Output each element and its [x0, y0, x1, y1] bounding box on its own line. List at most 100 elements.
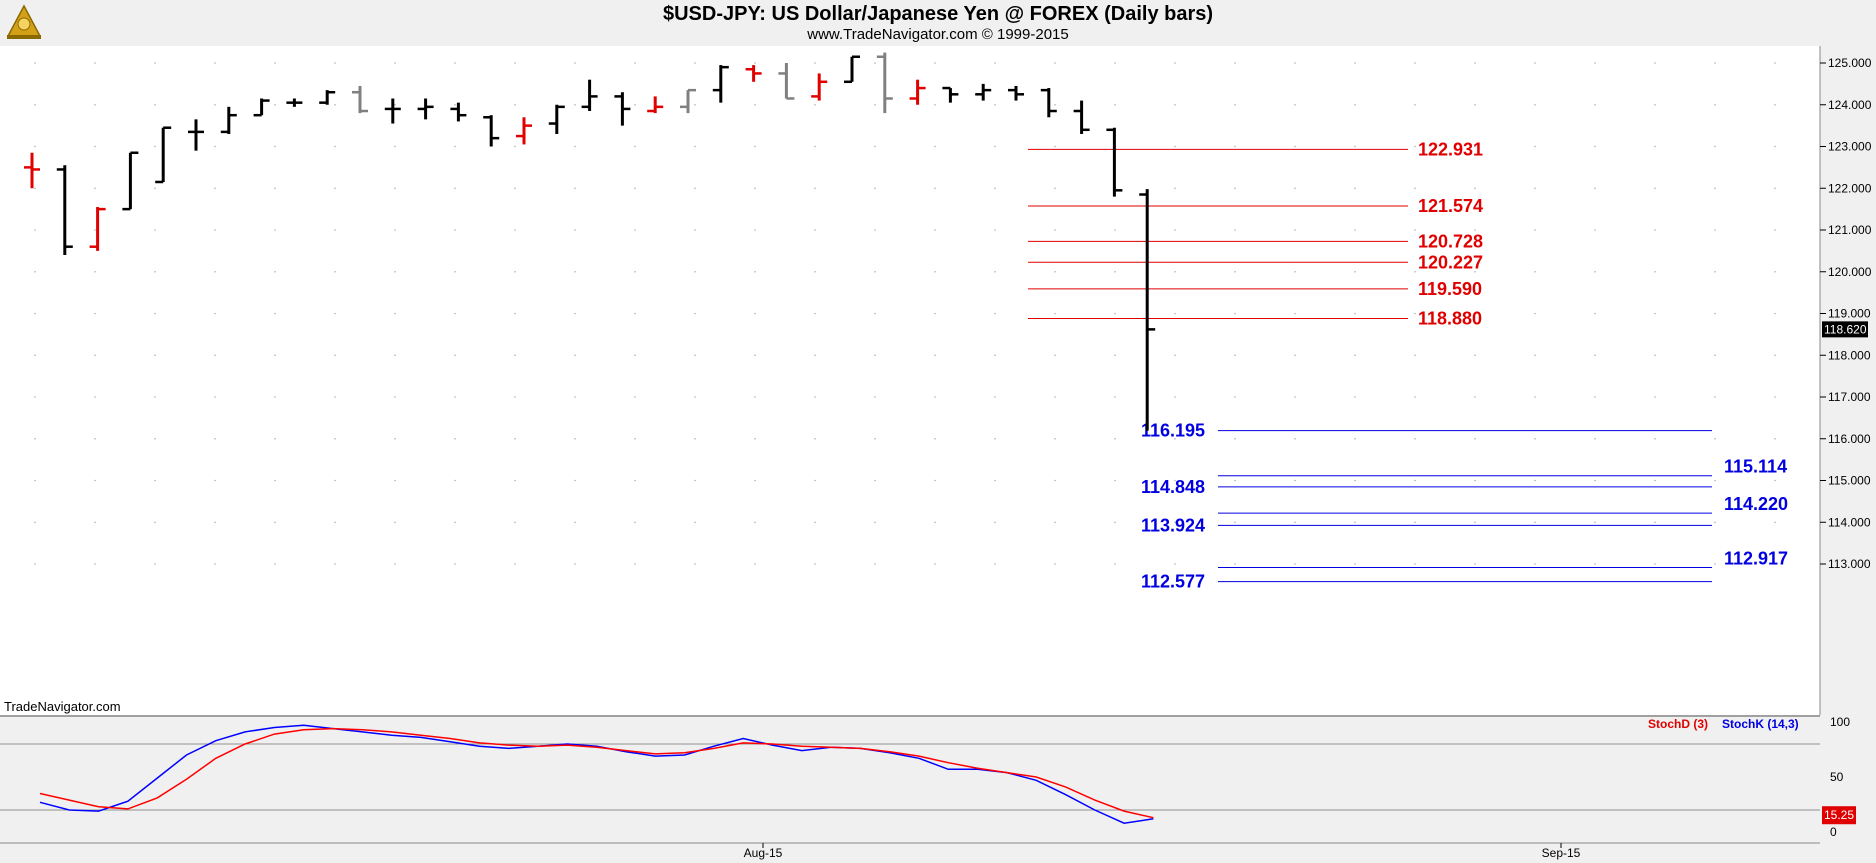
grid-dot	[934, 521, 936, 524]
grid-dot	[34, 62, 36, 64]
grid-dot	[814, 521, 816, 524]
price-tick-label: 125.000	[1828, 56, 1872, 70]
grid-dot	[574, 271, 576, 273]
grid-dot	[154, 271, 156, 273]
ohlc-bar	[253, 98, 270, 117]
stoch-tick-label: 0	[1830, 825, 1837, 839]
grid-dot	[1054, 354, 1056, 357]
grid-dot	[154, 312, 156, 315]
grid-dot	[994, 521, 996, 524]
grid-dot	[694, 563, 696, 565]
grid-dot	[1054, 479, 1056, 482]
grid-dot	[1054, 396, 1056, 398]
grid-dot	[274, 521, 276, 524]
grid-dot	[1534, 563, 1536, 565]
grid-dot	[334, 396, 336, 398]
ohlc-bar	[384, 98, 401, 124]
grid-dot	[274, 229, 276, 231]
grid-dot	[154, 145, 156, 148]
ohlc-bar	[56, 165, 73, 256]
grid-dot	[874, 354, 876, 357]
grid-dot	[574, 229, 576, 231]
ohlc-bar	[450, 102, 467, 122]
grid-dot	[214, 62, 216, 64]
grid-dot	[1114, 438, 1116, 440]
grid-dot	[1054, 62, 1056, 64]
grid-dot	[994, 563, 996, 565]
fib-label-red: 118.880	[1418, 309, 1482, 329]
grid-dot	[454, 312, 456, 315]
grid-dot	[1054, 271, 1056, 273]
grid-dot	[454, 438, 456, 440]
grid-dot	[334, 354, 336, 357]
grid-dot	[1354, 104, 1356, 106]
grid-dot	[694, 354, 696, 357]
grid-dot	[994, 312, 996, 315]
grid-dot	[754, 104, 756, 106]
grid-dot	[1714, 229, 1716, 231]
price-tick-label: 124.000	[1828, 98, 1872, 112]
grid-dot	[394, 271, 396, 273]
grid-dot	[1114, 312, 1116, 315]
grid-dot	[274, 479, 276, 482]
grid-dot	[214, 312, 216, 315]
grid-dot	[1114, 354, 1116, 357]
tradenavigator-logo-icon	[6, 4, 42, 39]
grid-dot	[1234, 271, 1236, 273]
fib-label-red: 122.931	[1418, 139, 1483, 159]
grid-dot	[94, 312, 96, 315]
grid-dot	[214, 229, 216, 231]
grid-dot	[1594, 62, 1596, 64]
stoch-d-line	[39, 727, 1154, 819]
grid-dot	[1174, 396, 1176, 398]
grid-dot	[1354, 479, 1356, 482]
grid-dot	[1474, 271, 1476, 273]
grid-dot	[934, 563, 936, 565]
watermark-text: TradeNavigator.com	[4, 699, 121, 714]
grid-dot	[1414, 145, 1416, 148]
grid-dot	[454, 396, 456, 398]
grid-dot	[1474, 438, 1476, 440]
grid-dot	[94, 396, 96, 398]
grid-dot	[574, 145, 576, 148]
grid-dot	[1654, 521, 1656, 524]
grid-dot	[1654, 229, 1656, 231]
fib-label-red: 121.574	[1418, 196, 1483, 216]
grid-dot	[1414, 312, 1416, 315]
ohlc-bar	[942, 86, 959, 103]
grid-dot	[1294, 62, 1296, 64]
grid-dot	[574, 62, 576, 64]
grid-dot	[1714, 271, 1716, 273]
ohlc-bar	[1073, 100, 1090, 134]
grid-dot	[1054, 187, 1056, 190]
grid-dot	[154, 187, 156, 190]
grid-dot	[1714, 354, 1716, 357]
grid-dot	[694, 312, 696, 315]
grid-dot	[634, 354, 636, 357]
grid-dot	[1414, 354, 1416, 357]
grid-dot	[214, 521, 216, 524]
grid-dot	[1294, 563, 1296, 565]
grid-dot	[34, 396, 36, 398]
grid-dot	[874, 145, 876, 148]
grid-dot	[754, 145, 756, 148]
grid-dot	[394, 145, 396, 148]
grid-dot	[394, 229, 396, 231]
chart-subtitle: www.TradeNavigator.com © 1999-2015	[807, 26, 1069, 43]
grid-dot	[754, 438, 756, 440]
grid-dot	[274, 563, 276, 565]
grid-dot	[1354, 312, 1356, 315]
grid-dot	[1654, 145, 1656, 148]
grid-dot	[574, 354, 576, 357]
grid-dot	[814, 438, 816, 440]
grid-dot	[1414, 563, 1416, 565]
grid-dot	[1234, 62, 1236, 64]
grid-dot	[154, 62, 156, 64]
date-tick-label: Sep-15	[1542, 846, 1581, 860]
grid-dot	[34, 145, 36, 148]
grid-dot	[1594, 396, 1596, 398]
grid-dot	[694, 438, 696, 440]
grid-dot	[694, 62, 696, 64]
grid-dot	[274, 187, 276, 190]
